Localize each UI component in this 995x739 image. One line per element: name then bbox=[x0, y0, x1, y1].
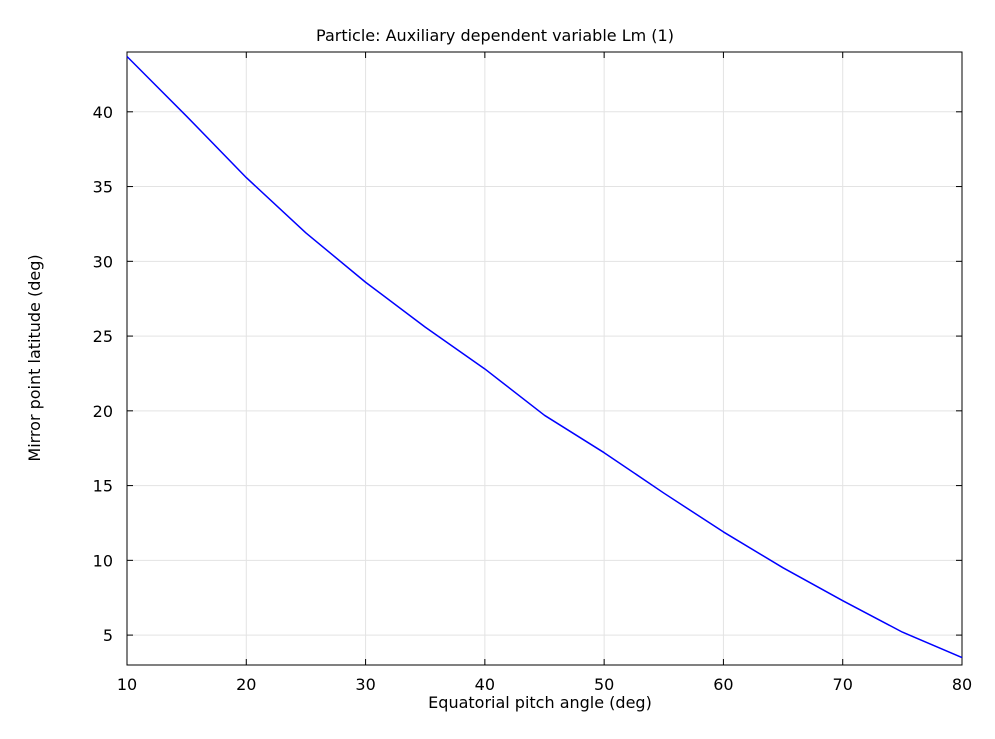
y-tick-label: 20 bbox=[93, 402, 113, 421]
plot-area-frame bbox=[126, 51, 963, 666]
x-tick-label: 20 bbox=[236, 675, 256, 694]
tick-labels: 10 20 30 40 50 60 70 80 5 10 15 20 25 30 35 40 bbox=[93, 103, 973, 694]
y-tick-label: 30 bbox=[93, 252, 113, 271]
y-tick-label: 25 bbox=[93, 327, 113, 346]
x-tick-label: 50 bbox=[594, 675, 614, 694]
y-tick-label: 35 bbox=[93, 178, 113, 197]
y-tick-label: 40 bbox=[93, 103, 113, 122]
x-tick-label: 30 bbox=[355, 675, 375, 694]
y-tick-label: 15 bbox=[93, 477, 113, 496]
axis-ticks bbox=[126, 52, 963, 665]
y-tick-label: 10 bbox=[93, 551, 113, 570]
x-tick-label: 40 bbox=[475, 675, 495, 694]
x-tick-label: 70 bbox=[833, 675, 853, 694]
y-axis-label: Mirror point latitude (deg) bbox=[25, 254, 44, 461]
x-tick-label: 60 bbox=[713, 675, 733, 694]
y-tick-label: 5 bbox=[103, 626, 113, 645]
x-axis-label: Equatorial pitch angle (deg) bbox=[428, 693, 652, 712]
x-tick-label: 80 bbox=[952, 675, 972, 694]
series-group bbox=[126, 55, 963, 659]
x-tick-label: 10 bbox=[117, 675, 137, 694]
series-line bbox=[126, 55, 963, 659]
grid-lines bbox=[126, 52, 963, 665]
chart-title: Particle: Auxiliary dependent variable L… bbox=[316, 26, 674, 45]
